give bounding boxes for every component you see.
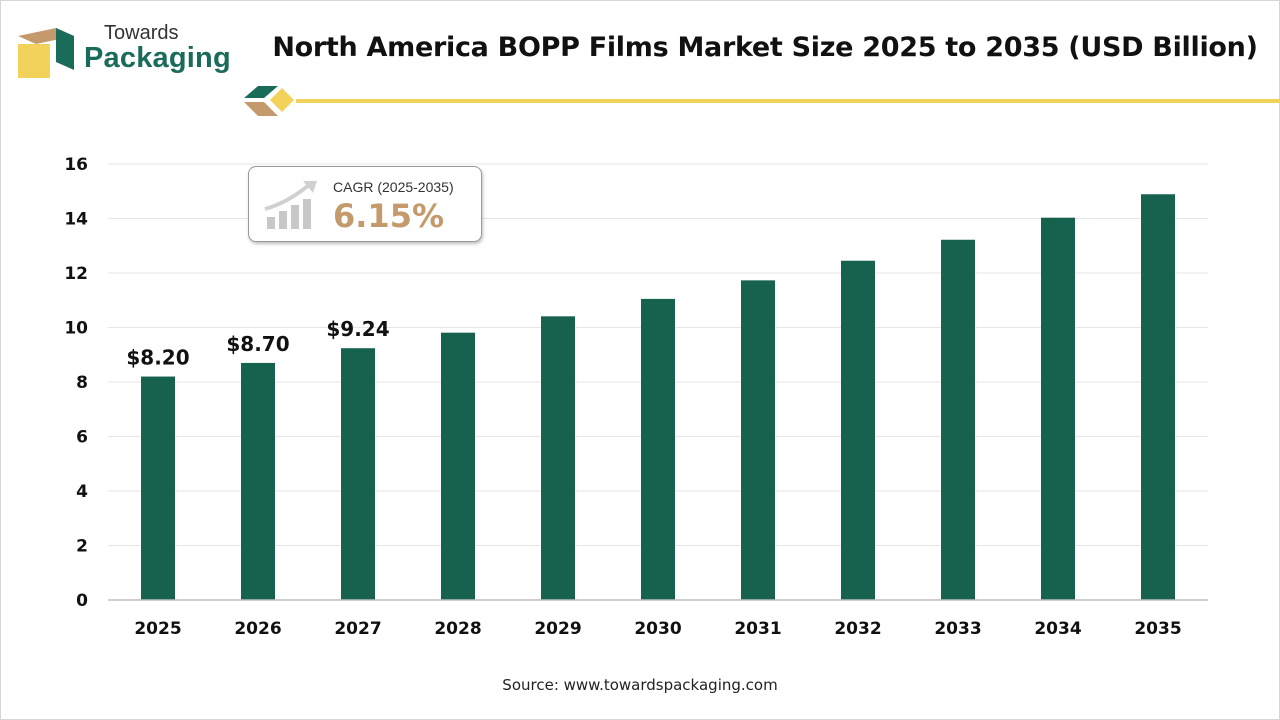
bar-2035: [1141, 194, 1175, 600]
x-tick-label: 2032: [834, 619, 881, 639]
source-note: Source: www.towardspackaging.com: [502, 676, 778, 694]
x-tick-label: 2031: [734, 619, 781, 639]
bar-2032: [841, 260, 875, 600]
bar-2029: [541, 316, 575, 600]
x-tick-label: 2026: [234, 619, 281, 639]
y-tick-label: 16: [64, 155, 88, 175]
bar-2031: [741, 280, 775, 600]
x-tick-label: 2030: [634, 619, 681, 639]
y-tick-label: 0: [76, 591, 88, 611]
title-underline-decoration: [244, 86, 1280, 116]
bar-2034: [1041, 217, 1075, 600]
brand-line2: Packaging: [84, 42, 231, 74]
x-tick-label: 2033: [934, 619, 981, 639]
x-tick-label: 2028: [434, 619, 481, 639]
brand-line1: Towards: [104, 22, 179, 44]
bar-2026: [241, 362, 275, 600]
y-tick-label: 10: [64, 319, 88, 339]
x-tick-label: 2035: [1134, 619, 1181, 639]
growth-chart-icon: [264, 181, 317, 229]
box-logo-icon: [18, 28, 74, 78]
brand-logo: Towards Packaging: [18, 22, 248, 82]
y-tick-label: 8: [76, 373, 88, 393]
bar-2027: [341, 348, 375, 600]
x-tick-label: 2025: [134, 619, 181, 639]
bar-2030: [641, 298, 675, 600]
bar-2033: [941, 239, 975, 600]
x-tick-label: 2027: [334, 619, 381, 639]
x-tick-label: 2034: [1034, 619, 1081, 639]
data-label-2025: $8.20: [126, 346, 189, 370]
data-label-2026: $8.70: [226, 332, 289, 356]
x-tick-label: 2029: [534, 619, 581, 639]
y-tick-label: 12: [64, 264, 88, 284]
y-tick-label: 6: [76, 428, 88, 448]
y-tick-label: 4: [76, 482, 88, 502]
data-label-2027: $9.24: [326, 317, 389, 341]
chart-title: North America BOPP Films Market Size 202…: [272, 32, 1258, 63]
cagr-value: 6.15%: [333, 197, 445, 235]
y-tick-label: 14: [64, 210, 88, 230]
bar-2028: [441, 332, 475, 600]
cagr-callout: CAGR (2025-2035) 6.15%: [248, 166, 482, 242]
cagr-label: CAGR (2025-2035): [333, 179, 454, 195]
y-tick-label: 2: [76, 537, 88, 557]
bar-2025: [141, 376, 175, 600]
